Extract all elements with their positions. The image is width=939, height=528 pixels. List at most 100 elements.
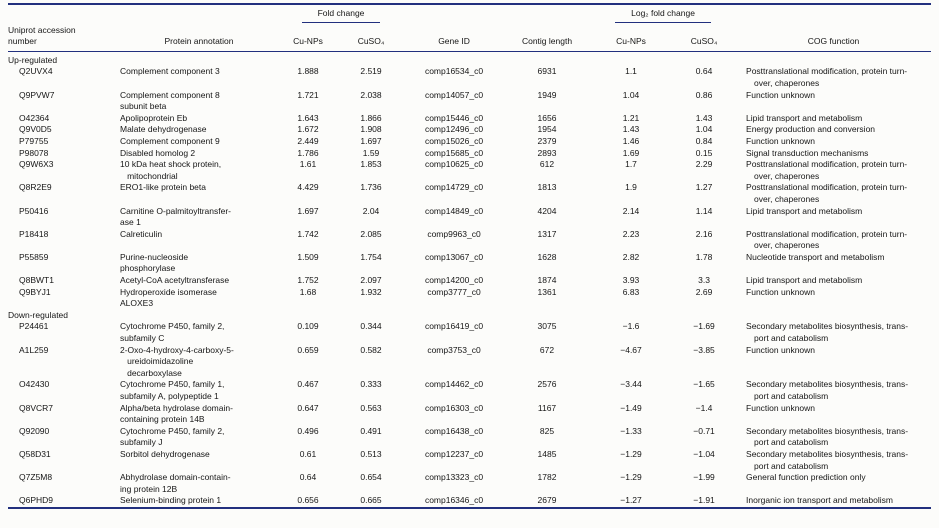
gene-id: comp13323_c0 — [424, 472, 484, 483]
uniprot-accession: P55859 — [19, 251, 49, 262]
gene-id: comp12496_c0 — [424, 124, 484, 135]
gene-id: comp14729_c0 — [424, 182, 484, 193]
table-row: Q8BWT1 Acetyl-CoA acetyltransferase 1.752 2… — [8, 275, 931, 287]
fold-change-cuso4: 1.736 — [360, 182, 382, 193]
group-header-log2-fold-change-label: Log₂ fold change — [615, 8, 711, 23]
table-row: O42430 Cytochrome P450, family 1, subfami… — [8, 379, 931, 402]
protein-annotation: Hydroperoxide isomerase ALOXE3 — [120, 286, 217, 309]
fold-change-cunps: 1.697 — [297, 205, 319, 216]
cog-function: Secondary metabolites biosynthesis, tran… — [746, 379, 909, 401]
uniprot-accession: Q6PHD9 — [19, 495, 54, 506]
contig-length: 1167 — [537, 402, 557, 413]
gene-id: comp15026_c0 — [424, 135, 484, 146]
log2-fold-change-cunps: 1.7 — [625, 159, 637, 170]
uniprot-accession: Q8BWT1 — [19, 275, 54, 286]
fold-change-cuso4: 2.038 — [360, 89, 382, 100]
protein-annotation: Carnitine O-palmitoyltransfer- ase 1 — [120, 205, 232, 228]
col-header-fc-cunps: Cu-NPs — [278, 23, 338, 52]
log2-fold-change-cuso4: −3.85 — [693, 344, 715, 355]
contig-length: 6931 — [537, 66, 557, 77]
uniprot-accession: Q9BYJ1 — [19, 286, 51, 297]
log2-fold-change-cunps: 1.21 — [622, 112, 640, 123]
log2-fold-change-cuso4: 3.3 — [698, 275, 710, 286]
fold-change-cunps: 0.467 — [297, 379, 319, 390]
fold-change-cuso4: 2.085 — [360, 228, 382, 239]
log2-fold-change-cuso4: 0.15 — [695, 147, 713, 158]
log2-fold-change-cuso4: 2.16 — [695, 228, 713, 239]
log2-fold-change-cuso4: −1.69 — [693, 321, 715, 332]
table-row: P55859 Purine-nucleoside phosphorylase 1.5… — [8, 252, 931, 275]
log2-fold-change-cunps: −1.6 — [622, 321, 640, 332]
table-row: Q7Z5M8 Abhydrolase domain-contain- ing pr… — [8, 472, 931, 495]
uniprot-accession: P79755 — [19, 135, 49, 146]
col-header-fc-cuso4: CuSO₄ — [338, 23, 405, 52]
protein-annotation: Complement component 3 — [120, 66, 220, 77]
fold-change-cunps: 1.68 — [299, 286, 317, 297]
protein-annotation: 10 kDa heat shock protein, mitochondrial — [120, 159, 222, 181]
log2-fold-change-cuso4: −1.4 — [695, 402, 713, 413]
log2-fold-change-cunps: 1.43 — [622, 124, 640, 135]
log2-fold-change-cunps: 1.9 — [625, 182, 637, 193]
log2-fold-change-cuso4: 1.78 — [695, 251, 713, 262]
log2-fold-change-cunps: 2.14 — [622, 205, 640, 216]
gene-id: comp15685_c0 — [424, 147, 484, 158]
uniprot-accession: Q92090 — [19, 425, 50, 436]
cog-function: Inorganic ion transport and metabolism — [746, 495, 893, 506]
cog-function: Function unknown — [746, 286, 816, 297]
col-header-contig-length: Contig length — [504, 23, 591, 52]
table-row: Q9BYJ1 Hydroperoxide isomerase ALOXE3 1.68… — [8, 287, 931, 310]
log2-fold-change-cunps: −1.49 — [620, 402, 642, 413]
contig-length: 825 — [539, 425, 555, 436]
contig-length: 3075 — [537, 321, 557, 332]
fold-change-cuso4: 1.853 — [360, 159, 382, 170]
table-row: P24461 Cytochrome P450, family 2, subfami… — [8, 321, 931, 344]
gene-id: comp3777_c0 — [427, 286, 481, 297]
log2-fold-change-cuso4: 1.14 — [695, 205, 713, 216]
uniprot-accession: P24461 — [19, 321, 49, 332]
cog-function: Posttranslational modification, protein … — [746, 66, 908, 88]
protein-annotation: Sorbitol dehydrogenase — [120, 448, 210, 459]
fold-change-cunps: 1.742 — [297, 228, 319, 239]
log2-fold-change-cuso4: −1.99 — [693, 472, 715, 483]
fold-change-cunps: 0.656 — [297, 495, 319, 506]
fold-change-cunps: 1.721 — [297, 89, 319, 100]
table-header: Fold change Log₂ fold change Uniprot acc… — [8, 4, 932, 52]
cog-function: Posttranslational modification, protein … — [746, 228, 908, 251]
fold-change-cuso4: 1.866 — [360, 112, 382, 123]
protein-annotation: Cytochrome P450, family 2, subfamily J — [120, 425, 225, 448]
fold-change-cunps: 2.449 — [297, 135, 319, 146]
log2-fold-change-cunps: −1.29 — [620, 448, 642, 459]
gene-id: comp16303_c0 — [424, 402, 484, 413]
col-header-log2-cunps: Cu-NPs — [590, 23, 673, 52]
log2-fold-change-cunps: 6.83 — [622, 286, 640, 297]
log2-fold-change-cuso4: 1.27 — [695, 182, 713, 193]
log2-fold-change-cunps: 2.82 — [622, 251, 640, 262]
fold-change-cuso4: 1.697 — [360, 135, 382, 146]
group-header-log2-fold-change: Log₂ fold change — [590, 4, 736, 24]
fold-change-cuso4: 0.654 — [360, 472, 382, 483]
log2-fold-change-cunps: −1.29 — [620, 472, 642, 483]
uniprot-accession: Q8VCR7 — [19, 402, 54, 413]
cog-function: Secondary metabolites biosynthesis, tran… — [746, 321, 909, 344]
col-header-log2-cuso4: CuSO₄ — [672, 23, 737, 52]
contig-length: 2893 — [537, 147, 557, 158]
table-row: Q9V0D5 Malate dehydrogenase 1.672 1.908 comp… — [8, 124, 931, 136]
cog-function: Lipid transport and metabolism — [746, 205, 863, 216]
cog-function: Posttranslational modification, protein … — [746, 159, 908, 181]
log2-fold-change-cunps: −4.67 — [620, 344, 642, 355]
uniprot-accession: Q2UVX4 — [19, 66, 53, 77]
table-row: Q9PVW7 Complement component 8 subunit bet… — [8, 90, 931, 113]
fold-change-cuso4: 0.563 — [360, 402, 382, 413]
cog-function: Lipid transport and metabolism — [746, 112, 863, 123]
fold-change-cuso4: 2.519 — [360, 66, 382, 77]
group-spacer — [404, 4, 590, 24]
col-header-protein-annotation: Protein annotation — [120, 23, 278, 52]
contig-length: 1317 — [537, 228, 557, 239]
table-row: Q2UVX4 Complement component 3 1.888 2.519 co… — [8, 66, 931, 89]
fold-change-cuso4: 0.491 — [360, 425, 382, 436]
protein-annotation: ERO1-like protein beta — [120, 182, 206, 193]
contig-length: 1813 — [537, 182, 557, 193]
uniprot-accession: Q8R2E9 — [19, 182, 52, 193]
contig-length: 1485 — [537, 448, 557, 459]
table-row: Q9W6X3 10 kDa heat shock protein, mitocho… — [8, 159, 931, 182]
